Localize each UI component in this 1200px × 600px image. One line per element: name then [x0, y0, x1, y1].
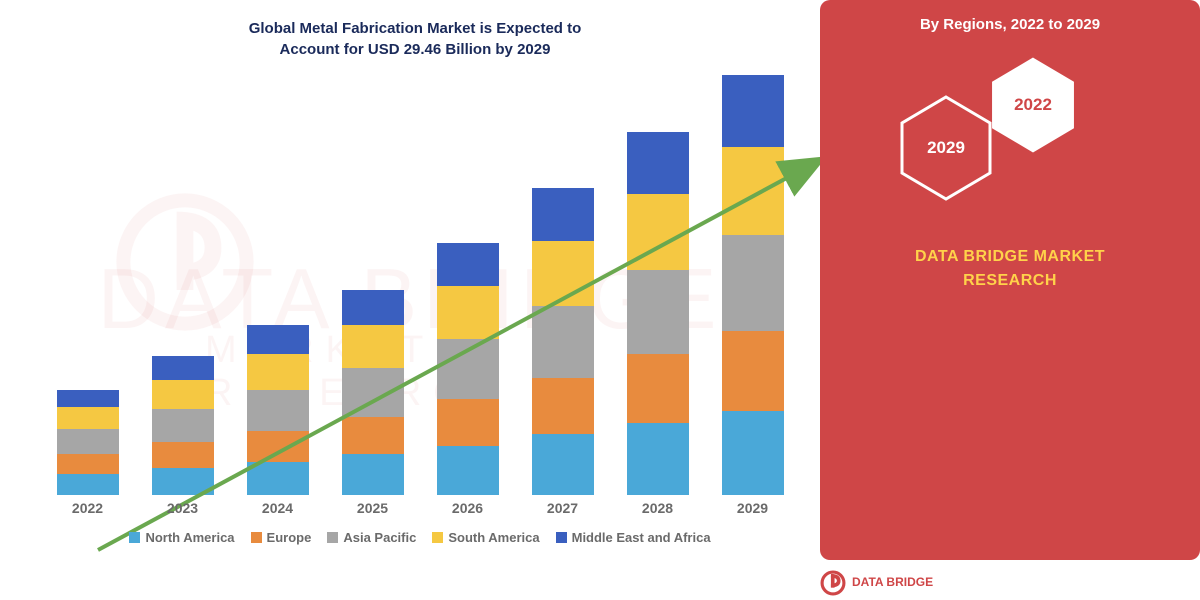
x-tick-label: 2022 [72, 500, 103, 516]
bar-segment [437, 243, 499, 286]
chart-title-line2: Account for USD 29.46 Billion by 2029 [280, 41, 551, 58]
bar-segment [627, 132, 689, 195]
bar-segment [342, 368, 404, 417]
bar-segment [57, 407, 119, 428]
legend-label: Asia Pacific [343, 530, 416, 545]
legend-item: South America [432, 530, 539, 545]
bar-segment [57, 454, 119, 474]
chart-region: Global Metal Fabrication Market is Expec… [0, 0, 820, 600]
bar-segment [152, 442, 214, 467]
x-tick-label: 2025 [357, 500, 388, 516]
hex-2029: 2029 [896, 93, 996, 203]
bar-group [152, 356, 214, 495]
bar-group [722, 75, 784, 495]
bar-segment [152, 409, 214, 442]
footer-logo-icon [820, 570, 846, 596]
legend-label: Middle East and Africa [572, 530, 711, 545]
footer-logo-text: DATA BRIDGE [852, 576, 933, 589]
bar-segment [722, 75, 784, 147]
bar-segment [342, 325, 404, 368]
bar-segment [627, 354, 689, 422]
bar-segment [722, 411, 784, 495]
x-tick-label: 2024 [262, 500, 293, 516]
hex-badge-group: 2029 2022 [896, 55, 1116, 215]
hex-2029-label: 2029 [927, 138, 965, 158]
bar-segment [247, 431, 309, 462]
bar-segment [722, 147, 784, 235]
bar-container [40, 75, 800, 495]
bar-group [247, 325, 309, 495]
x-tick-label: 2023 [167, 500, 198, 516]
legend-swatch [432, 532, 443, 543]
bar-segment [152, 356, 214, 379]
bar-segment [437, 339, 499, 400]
brand-line1: DATA BRIDGE MARKET [915, 248, 1105, 265]
x-tick-label: 2028 [642, 500, 673, 516]
bar-segment [532, 188, 594, 241]
bar-segment [627, 194, 689, 270]
bar-group [437, 243, 499, 495]
legend: North America Europe Asia Pacific South Ame… [40, 530, 800, 545]
legend-swatch [251, 532, 262, 543]
bar-segment [247, 462, 309, 495]
legend-swatch [129, 532, 140, 543]
bar-group [342, 290, 404, 495]
bar-segment [532, 378, 594, 435]
bar-segment [57, 390, 119, 408]
footer-logo: DATA BRIDGE [820, 570, 933, 596]
bar-segment [437, 446, 499, 495]
x-tick-label: 2027 [547, 500, 578, 516]
bar-segment [342, 290, 404, 325]
x-tick-label: 2026 [452, 500, 483, 516]
bar-segment [532, 306, 594, 378]
legend-label: Europe [267, 530, 312, 545]
legend-label: North America [145, 530, 234, 545]
chart-title: Global Metal Fabrication Market is Expec… [20, 10, 810, 60]
bar-group [532, 188, 594, 495]
bar-segment [722, 331, 784, 411]
bar-segment [722, 235, 784, 331]
bar-segment [152, 380, 214, 409]
legend-item: Europe [251, 530, 312, 545]
brand-name: DATA BRIDGE MARKET RESEARCH [820, 245, 1200, 293]
bar-segment [342, 454, 404, 495]
legend-item: North America [129, 530, 234, 545]
bar-segment [247, 354, 309, 389]
bar-segment [247, 390, 309, 431]
x-axis-labels: 2022 2023 2024 2025 2026 2027 2028 2029 [40, 500, 800, 516]
legend-swatch [556, 532, 567, 543]
bar-segment [627, 270, 689, 354]
bar-segment [437, 286, 499, 339]
legend-item: Asia Pacific [327, 530, 416, 545]
bar-segment [342, 417, 404, 454]
bar-segment [532, 241, 594, 305]
chart-title-line1: Global Metal Fabrication Market is Expec… [249, 20, 582, 37]
side-panel: By Regions, 2022 to 2029 2029 2022 DATA … [820, 0, 1200, 560]
legend-item: Middle East and Africa [556, 530, 711, 545]
bar-segment [627, 423, 689, 495]
bar-segment [57, 474, 119, 495]
legend-swatch [327, 532, 338, 543]
side-panel-title: By Regions, 2022 to 2029 [830, 10, 1190, 33]
bar-segment [437, 399, 499, 446]
x-tick-label: 2029 [737, 500, 768, 516]
bar-group [57, 390, 119, 495]
brand-line2: RESEARCH [963, 272, 1057, 289]
bar-segment [152, 468, 214, 495]
hex-2022-label: 2022 [1014, 95, 1052, 115]
bar-segment [532, 434, 594, 495]
plot-area [40, 75, 800, 495]
bar-segment [247, 325, 309, 354]
legend-label: South America [448, 530, 539, 545]
bar-group [627, 132, 689, 495]
hex-2022: 2022 [988, 55, 1078, 155]
bar-segment [57, 429, 119, 454]
